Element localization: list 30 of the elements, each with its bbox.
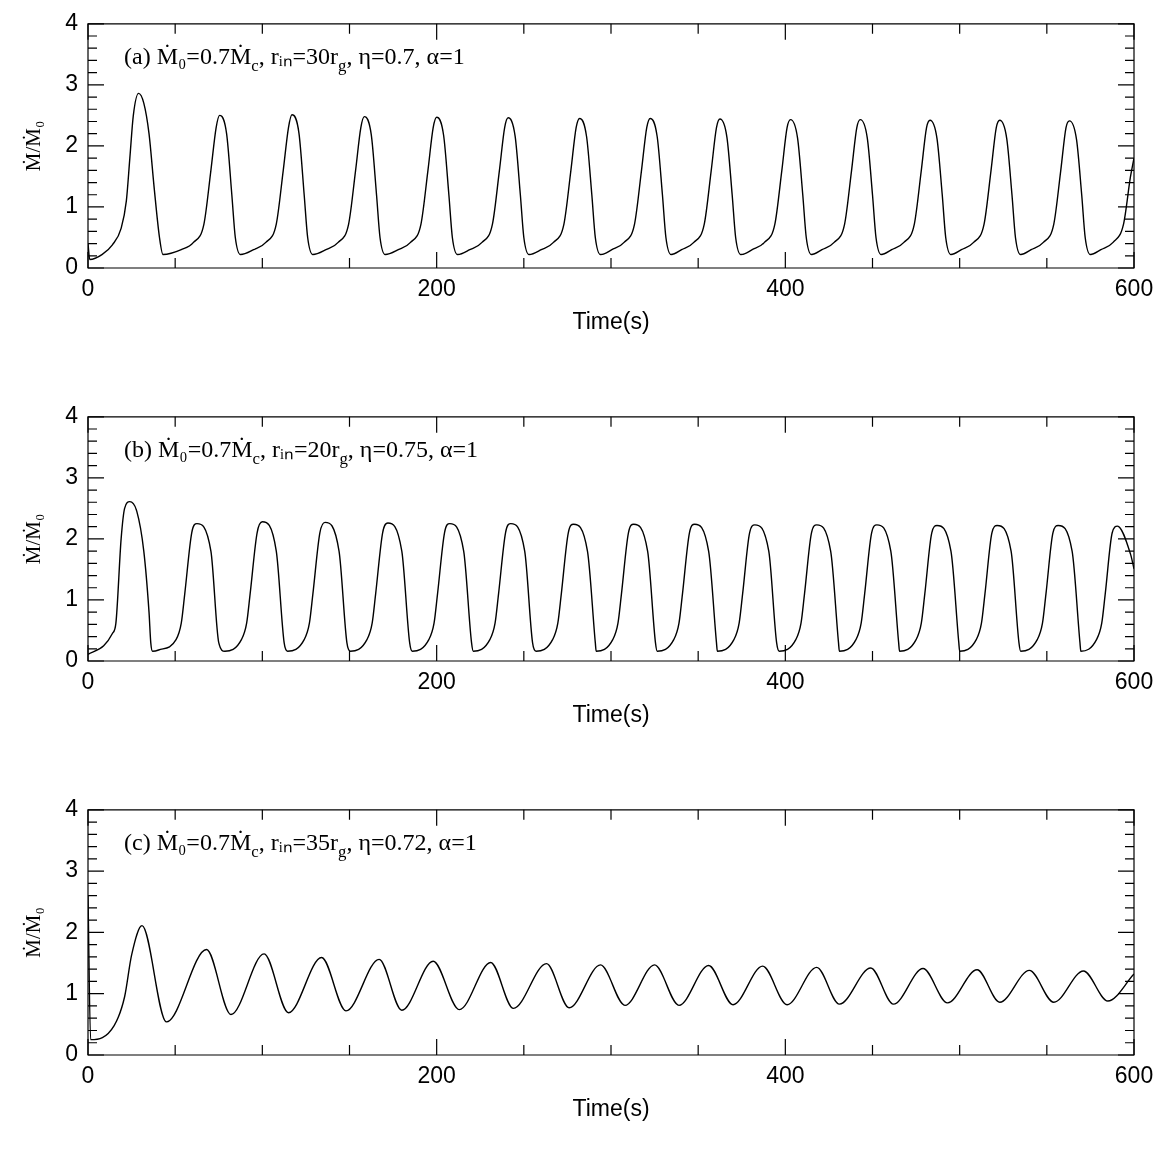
x-tick-label: 200 [417, 668, 456, 695]
y-tick-label: 3 [65, 463, 78, 490]
y-tick-label: 2 [65, 131, 78, 158]
x-tick-label: 400 [766, 668, 805, 695]
y-axis-title: Ṁ/Ṁ₀ [21, 907, 46, 958]
y-tick-label: 4 [65, 402, 79, 429]
y-tick-label: 3 [65, 856, 78, 883]
x-axis-title: Time(s) [572, 700, 650, 727]
x-tick-label: 600 [1114, 275, 1154, 302]
y-axis-title: Ṁ/Ṁ₀ [21, 120, 46, 172]
y-tick-label: 4 [65, 9, 79, 36]
x-axis-title: Time(s) [572, 307, 650, 334]
y-tick-label: 1 [65, 192, 78, 219]
y-tick-label: 3 [65, 70, 78, 97]
y-tick-label: 2 [65, 524, 78, 551]
y-tick-label: 2 [65, 917, 78, 944]
x-tick-label: 600 [1114, 668, 1154, 695]
y-axis-title: Ṁ/Ṁ₀ [21, 513, 46, 565]
y-tick-label: 0 [65, 253, 78, 280]
x-axis-title: Time(s) [572, 1094, 650, 1121]
x-tick-label: 200 [417, 275, 456, 302]
x-tick-label: 400 [766, 275, 805, 302]
y-tick-label: 1 [65, 979, 78, 1006]
x-tick-label: 200 [417, 1062, 456, 1089]
y-tick-label: 4 [65, 795, 79, 822]
x-tick-label: 400 [766, 1062, 805, 1089]
y-tick-label: 0 [65, 646, 78, 673]
y-tick-label: 0 [65, 1040, 78, 1067]
x-tick-label: 600 [1114, 1062, 1154, 1089]
y-tick-label: 1 [65, 585, 78, 612]
